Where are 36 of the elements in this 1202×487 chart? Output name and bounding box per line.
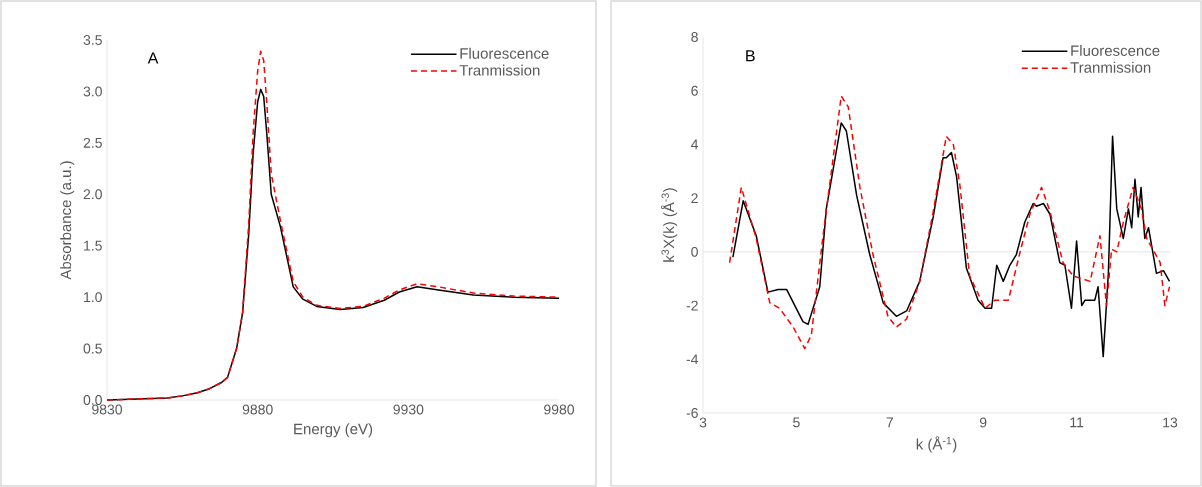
x-tick-label: 11 <box>1070 417 1084 428</box>
y-tick-label: 6 <box>691 85 698 96</box>
x-axis-title: Energy (eV) <box>294 423 373 438</box>
y-tick-label: 3.5 <box>83 35 102 45</box>
y-tick-label: 1.0 <box>84 292 102 303</box>
y-tick-label: 2 <box>691 193 698 204</box>
x-axis-title: k (Å$^{-1}$) <box>916 436 957 453</box>
x-tick-label: 9880 <box>242 404 273 415</box>
x-tick-label: 9830 <box>92 404 123 415</box>
x-tick-label: 7 <box>886 417 893 428</box>
y-tick-label: 4 <box>691 139 699 150</box>
annotation: B <box>746 50 755 62</box>
y-tick-label: 0.5 <box>83 343 102 354</box>
y-tick-label: 3.0 <box>83 86 102 97</box>
legend-label: Tranmission <box>459 64 540 76</box>
x-tick-label: 9980 <box>544 404 575 415</box>
legend-label: Fluorescence <box>1071 44 1160 56</box>
y-tick-label: 8 <box>691 32 698 42</box>
x-tick-label: 9 <box>979 417 987 428</box>
y-tick-label: 1.5 <box>84 240 102 251</box>
legend-label: Tranmission <box>1070 61 1151 73</box>
x-tick-label: 3 <box>699 417 707 428</box>
x-tick-label: 5 <box>793 417 800 428</box>
y-tick-label: 2.5 <box>83 137 102 148</box>
y-tick-label: 0.0 <box>83 395 102 405</box>
y-tick-label: 0 <box>691 246 698 257</box>
y-tick-label: 2.0 <box>83 189 102 200</box>
y-tick-label: -6 <box>686 408 698 418</box>
x-tick-label: 13 <box>1163 417 1178 428</box>
annotation: A <box>147 52 159 64</box>
y-tick-label: -2 <box>686 300 698 311</box>
y-tick-label: -4 <box>686 354 699 365</box>
x-tick-label: 9930 <box>393 404 424 415</box>
legend-label: Fluorescence <box>460 47 549 59</box>
y-axis-title: Absorbance (a.u.) <box>60 161 75 280</box>
y-axis-title: k$^{3}$X(k) (Å$^{-3}$) <box>660 188 678 262</box>
